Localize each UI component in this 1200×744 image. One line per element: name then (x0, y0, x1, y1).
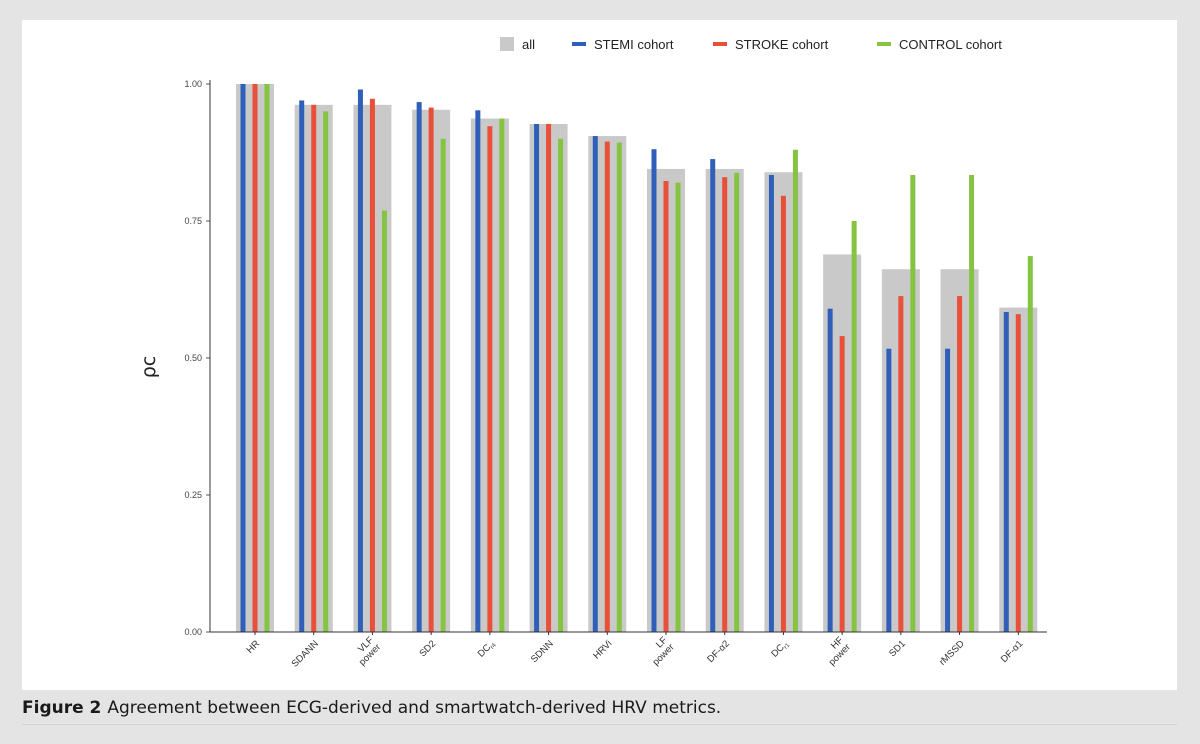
bar-stroke (487, 126, 493, 633)
x-tick-label: HRVi (591, 638, 614, 661)
bar-stroke (957, 296, 963, 632)
bar-stemi (945, 348, 951, 632)
y-tick-label: 0.00 (184, 627, 202, 637)
x-tick-label: SD1 (887, 638, 908, 659)
caption-divider (22, 724, 1177, 725)
bar-control (440, 138, 446, 633)
bar-stroke (604, 141, 610, 632)
bar-control (264, 84, 270, 632)
bar-stroke (663, 180, 669, 632)
bar-control (792, 149, 798, 632)
bar-stemi (651, 149, 657, 632)
legend-swatch (877, 42, 891, 46)
x-tick-label: HFpower (820, 635, 853, 668)
x-tick-label: DCr1 (769, 638, 791, 660)
figure-caption: Figure 2 Agreement between ECG-derived an… (22, 698, 721, 718)
x-tick-label: SDNN (529, 638, 556, 665)
legend-item-stemi: STEMI cohort (572, 37, 674, 52)
legend-label: STEMI cohort (594, 37, 674, 52)
bar-control (910, 174, 916, 632)
x-axis-tick-labels: HR SDANN VLFpower SD2 DCr4 SDNN HRVi LFpower DF-… (245, 632, 1026, 670)
bar-stemi (416, 102, 422, 633)
bar-control (851, 221, 857, 632)
bar-stemi (475, 110, 481, 632)
legend-item-stroke: STROKE cohort (713, 37, 829, 52)
y-axis-label: ρc (138, 356, 160, 379)
bar-stroke (839, 336, 845, 632)
x-tick-label: VLFpower (350, 635, 383, 668)
bar-stemi (827, 308, 833, 632)
bar-control (323, 111, 329, 632)
x-tick-label: SDANN (290, 638, 321, 669)
bar-stroke (780, 195, 786, 633)
chart-legend: all STEMI cohort STROKE cohort CONTROL coho… (500, 37, 1002, 52)
bar-stroke (898, 296, 904, 632)
bar-control (675, 182, 681, 632)
legend-label: STROKE cohort (735, 37, 829, 52)
legend-swatch (713, 42, 727, 46)
bar-control (381, 210, 387, 632)
bar-stemi (710, 159, 716, 633)
x-tick-label: SD2 (417, 638, 438, 659)
x-tick-label: rMSSD (937, 638, 967, 668)
figure-panel: all STEMI cohort STROKE cohort CONTROL coho… (22, 20, 1177, 690)
bar-stemi (534, 124, 540, 632)
bar-control (1027, 256, 1033, 632)
x-tick-label: HR (245, 638, 263, 656)
legend-swatch (572, 42, 586, 46)
y-tick-label: 0.75 (184, 216, 202, 226)
figure-label: Figure 2 (22, 698, 102, 718)
bar-control (734, 172, 740, 632)
y-tick-label: 0.50 (184, 353, 202, 363)
chart-axes (209, 80, 1047, 633)
bar-stemi (240, 84, 246, 632)
legend-item-control: CONTROL cohort (877, 37, 1002, 52)
bar-stroke (252, 84, 258, 632)
y-tick-label: 0.25 (184, 490, 202, 500)
y-axis-ticks: 0.00 0.25 0.50 0.75 1.00 (184, 79, 210, 637)
bar-control (499, 118, 505, 633)
bar-control (616, 142, 622, 633)
bar-stemi (357, 89, 363, 633)
legend-item-all: all (500, 37, 535, 52)
bar-stroke (428, 107, 434, 632)
legend-label: CONTROL cohort (899, 37, 1002, 52)
figure-caption-text: Agreement between ECG-derived and smartw… (107, 698, 722, 718)
bar-chart: all STEMI cohort STROKE cohort CONTROL coho… (138, 37, 1047, 670)
bar-stroke (722, 177, 728, 632)
legend-swatch (500, 37, 514, 51)
bar-stroke (311, 104, 317, 633)
bar-control (558, 138, 564, 633)
x-tick-label: DF-α1 (999, 638, 1026, 665)
x-tick-label: DCr4 (476, 638, 498, 660)
bar-stemi (592, 136, 598, 632)
bar-stroke (1015, 314, 1021, 632)
bar-stemi (1003, 311, 1009, 632)
x-tick-label: LFpower (644, 635, 677, 668)
bar-series (236, 84, 1038, 633)
bar-stemi (886, 348, 892, 632)
legend-label: all (522, 37, 535, 52)
y-tick-label: 1.00 (184, 79, 202, 89)
bar-control (969, 174, 975, 632)
bar-stroke (369, 98, 375, 632)
bar-stroke (546, 124, 552, 632)
bar-stemi (768, 174, 774, 632)
x-tick-label: DF-α2 (705, 638, 732, 665)
bar-stemi (299, 100, 305, 632)
